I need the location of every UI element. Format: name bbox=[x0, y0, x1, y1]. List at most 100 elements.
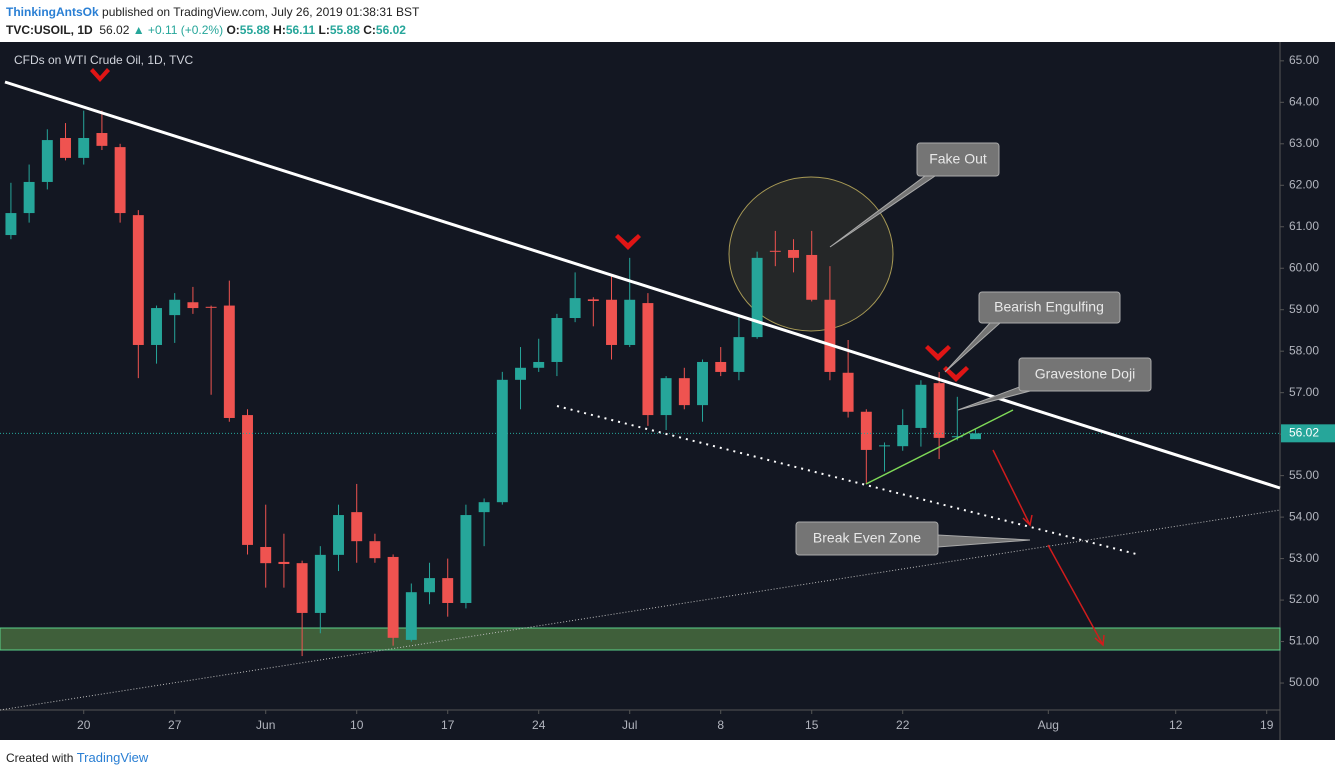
candle-body bbox=[169, 299, 181, 316]
candle-body bbox=[551, 318, 563, 362]
chart: 50.0051.0052.0053.0054.0055.0056.0057.00… bbox=[0, 42, 1335, 740]
candle-body bbox=[860, 411, 872, 450]
candle-body bbox=[751, 257, 763, 338]
candle-body bbox=[933, 383, 945, 438]
candle-body bbox=[205, 306, 217, 308]
candle-body bbox=[60, 137, 71, 158]
candle-body bbox=[223, 305, 235, 418]
fake-out-circle bbox=[728, 176, 894, 332]
red-arrows bbox=[992, 449, 1105, 647]
y-tick-label: 54.00 bbox=[1289, 509, 1319, 523]
candle-body bbox=[806, 254, 818, 300]
candle-body bbox=[715, 361, 727, 372]
candle-body bbox=[23, 181, 35, 214]
x-tick-label: 20 bbox=[77, 718, 91, 732]
drawings: Fake Out Bearish Engulfing Gravestone Do… bbox=[0, 53, 1281, 711]
annotation: Gravestone Doji bbox=[1035, 366, 1135, 382]
green-line bbox=[865, 409, 1014, 485]
footer: Created with TradingView bbox=[6, 750, 148, 765]
candle-body bbox=[424, 578, 435, 593]
x-tick-label: Aug bbox=[1038, 718, 1059, 732]
published: published on TradingView.com, July 26, 2… bbox=[102, 5, 420, 19]
down-arrows bbox=[90, 68, 969, 382]
ohlc-value: 55.88 bbox=[329, 23, 360, 37]
x-tick-label: 8 bbox=[717, 718, 724, 732]
y-tick-label: 60.00 bbox=[1289, 260, 1319, 274]
quote: 56.02 bbox=[99, 23, 130, 37]
last-price-box bbox=[1281, 424, 1335, 443]
candle-body bbox=[96, 133, 108, 146]
x-tick-label: 24 bbox=[532, 718, 546, 732]
candle-body bbox=[970, 433, 981, 440]
candle-body bbox=[78, 137, 90, 158]
candle-body bbox=[442, 578, 454, 603]
candle-body bbox=[351, 512, 363, 542]
header-line: ThinkingAntsOk published on TradingView.… bbox=[6, 5, 419, 19]
candle-body bbox=[278, 561, 290, 564]
y-tick-label: 62.00 bbox=[1289, 177, 1319, 191]
y-tick-label: 61.00 bbox=[1289, 219, 1319, 233]
candle-body bbox=[478, 502, 490, 513]
candle-body bbox=[824, 299, 836, 372]
candle-body bbox=[405, 592, 417, 640]
candle-body bbox=[187, 302, 199, 309]
y-tick-label: 53.00 bbox=[1289, 551, 1319, 565]
candle-body bbox=[151, 308, 162, 345]
trend-line bbox=[4, 80, 1281, 490]
brand: TradingView bbox=[76, 750, 149, 765]
candle-body bbox=[733, 337, 745, 372]
candle-body bbox=[387, 556, 399, 638]
candle-body bbox=[460, 515, 472, 603]
candle-body bbox=[951, 436, 963, 438]
y-tick-label: 55.00 bbox=[1289, 468, 1319, 482]
candle-body bbox=[296, 563, 308, 613]
candle-body bbox=[879, 445, 890, 447]
ohlc-label: O: bbox=[226, 23, 240, 37]
annotation: Fake Out bbox=[929, 151, 987, 167]
change: ▲ +0.11 (+0.2%) bbox=[132, 23, 224, 37]
candle-body bbox=[5, 213, 17, 236]
y-tick-label: 50.00 bbox=[1289, 675, 1319, 689]
x-tick-label: 17 bbox=[441, 718, 455, 732]
publisher: ThinkingAntsOk bbox=[6, 5, 99, 19]
chart-title: CFDs on WTI Crude Oil, 1D, TVC bbox=[14, 53, 193, 67]
candle-body bbox=[660, 378, 672, 416]
quote-line: TVC:USOIL, 1D 56.02 ▲ +0.11 (+0.2%) O:55… bbox=[6, 23, 406, 37]
y-tick-label: 65.00 bbox=[1289, 53, 1319, 67]
candle-body bbox=[333, 515, 344, 555]
ohlc-value: 56.02 bbox=[375, 23, 406, 37]
candle-body bbox=[678, 378, 690, 406]
x-tick-label: 12 bbox=[1169, 718, 1183, 732]
callouts bbox=[795, 142, 1152, 556]
support-zone bbox=[0, 627, 1281, 651]
last-price-label: 56.02 bbox=[1289, 425, 1319, 439]
candle-body bbox=[606, 299, 617, 345]
candle-body bbox=[769, 250, 781, 252]
y-tick-label: 64.00 bbox=[1289, 94, 1319, 108]
candle-body bbox=[642, 303, 654, 416]
candle-body bbox=[587, 299, 599, 302]
candle-body bbox=[132, 215, 144, 345]
candle-body bbox=[260, 546, 272, 564]
candle-body bbox=[697, 361, 708, 406]
candle-body bbox=[569, 298, 581, 319]
symbol: TVC:USOIL, 1D bbox=[6, 23, 93, 37]
ohlc-value: 55.88 bbox=[239, 23, 270, 37]
x-tick-label: 22 bbox=[896, 718, 910, 732]
candle-body bbox=[624, 299, 636, 345]
candle-body bbox=[496, 379, 508, 503]
y-tick-label: 57.00 bbox=[1289, 385, 1319, 399]
x-tick-label: 27 bbox=[168, 718, 182, 732]
y-tick-label: 51.00 bbox=[1289, 634, 1319, 648]
candle-body bbox=[314, 554, 326, 613]
x-tick-label: Jun bbox=[256, 718, 275, 732]
y-tick-label: 59.00 bbox=[1289, 302, 1319, 316]
candle-body bbox=[533, 361, 545, 368]
candle-body bbox=[515, 367, 526, 380]
x-tick-label: 10 bbox=[350, 718, 364, 732]
annotation: Bearish Engulfing bbox=[994, 299, 1104, 315]
y-tick-label: 58.00 bbox=[1289, 343, 1319, 357]
candle-body bbox=[114, 147, 126, 214]
x-tick-label: Jul bbox=[622, 718, 637, 732]
